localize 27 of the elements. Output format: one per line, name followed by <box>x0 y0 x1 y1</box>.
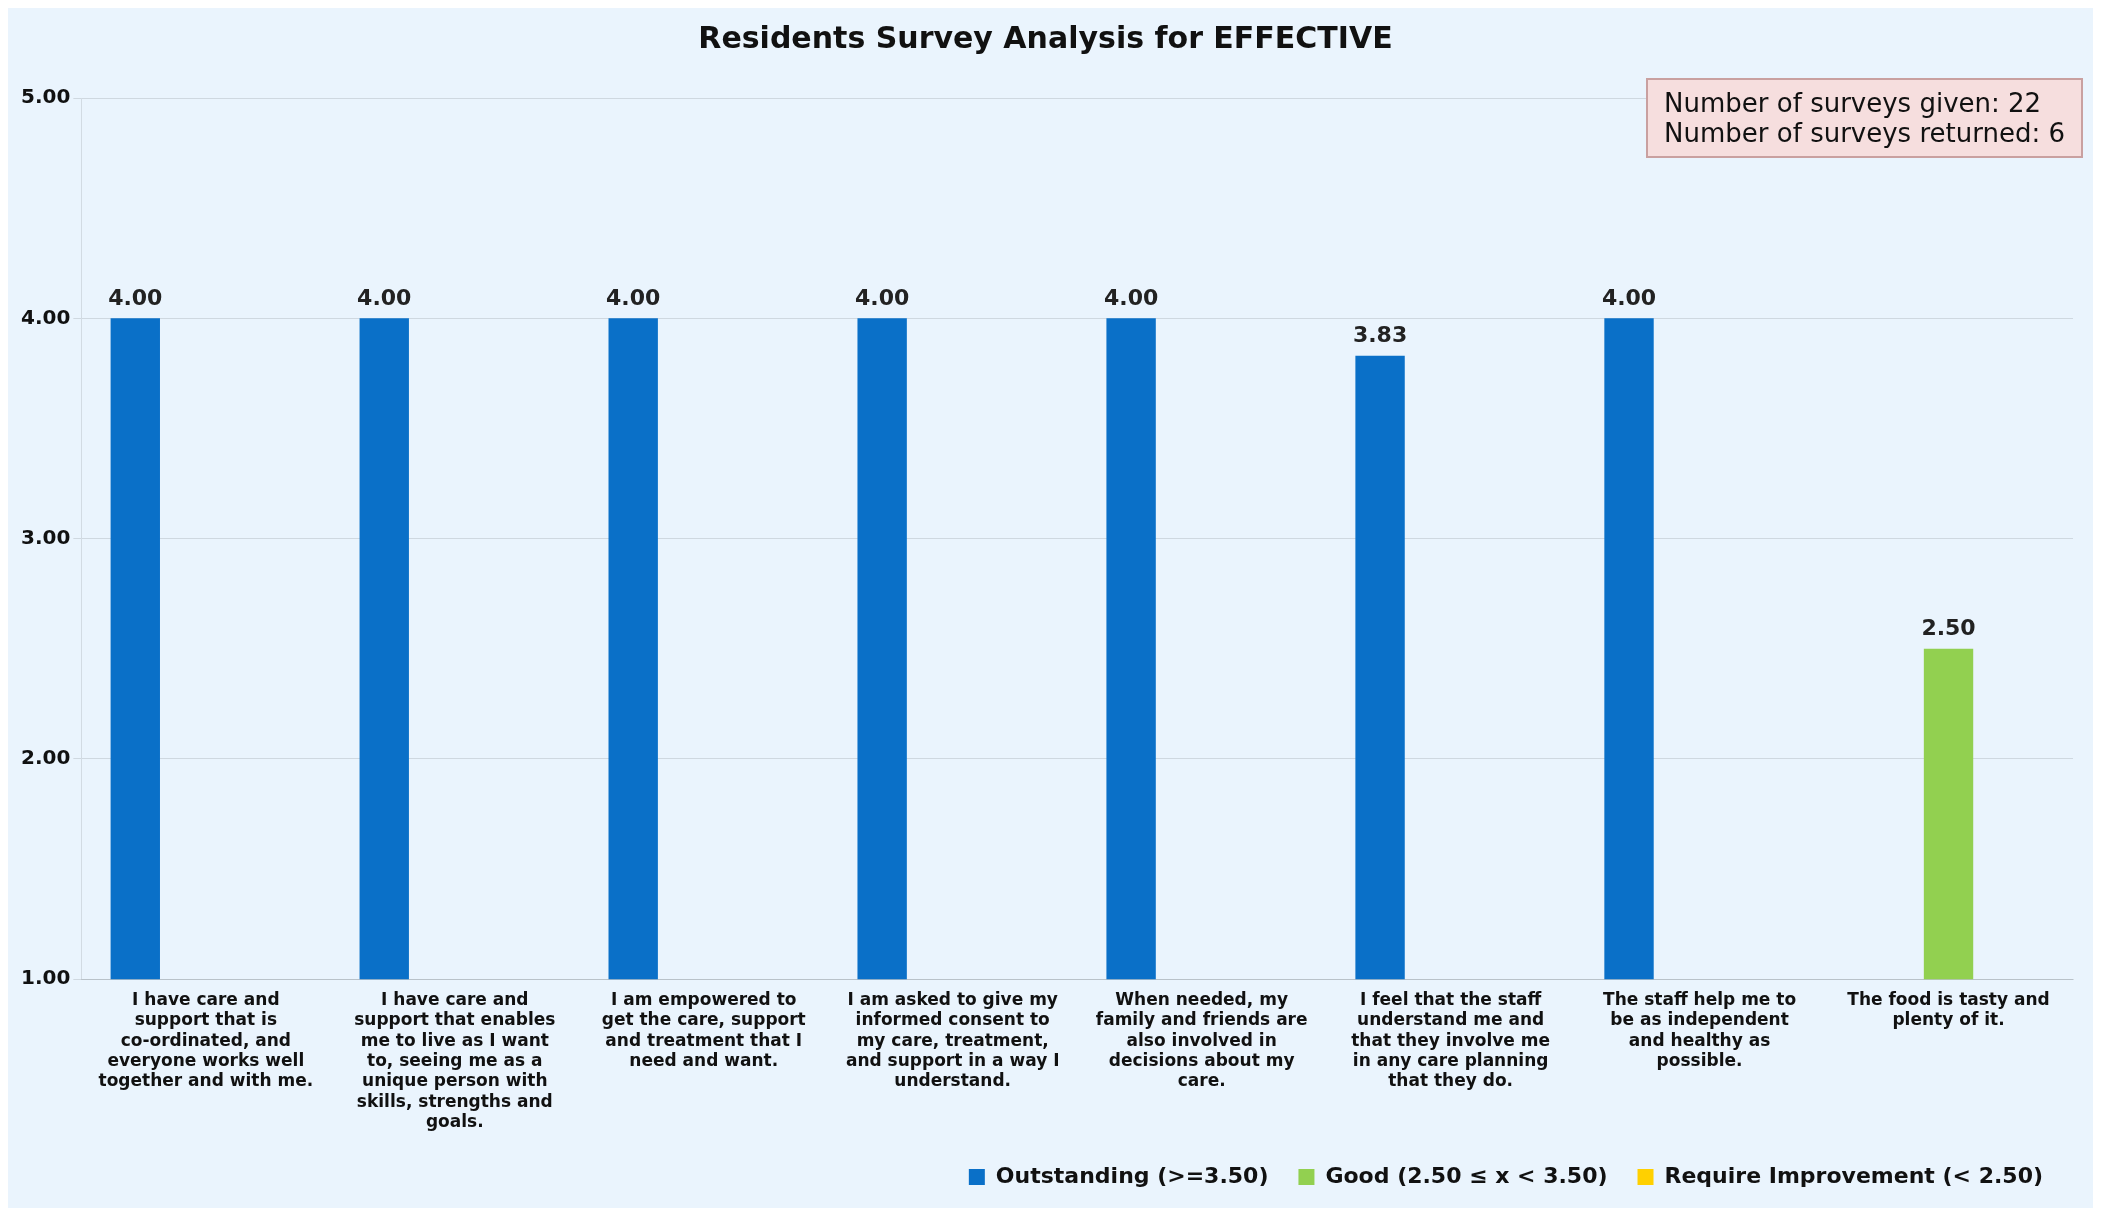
data-label: 4.00 <box>108 285 163 311</box>
x-tick-label: I have care and support that is co-ordinated, and everyone works well together and with me. <box>98 988 314 1091</box>
x-tick-label: I have care and support that enables me to live as I want to, seeing me as a unique person with skills, strengths and goals. <box>354 988 556 1132</box>
x-tick-label: The staff help me to be as independent and healthy as possible. <box>1603 988 1797 1071</box>
y-tick-label: 5.00 <box>20 84 71 109</box>
y-tick-label: 1.00 <box>20 965 71 990</box>
data-label: 2.50 <box>1921 615 1976 641</box>
legend-label: Require Improvement (< 2.50) <box>1664 1162 2044 1188</box>
legend-label: Outstanding (>=3.50) <box>995 1162 1269 1188</box>
x-tick-label: I am asked to give my informed consent to my care, treatment, and support in a way I understand. <box>845 988 1060 1091</box>
x-tick-label: When needed, my family and friends are also involved in decisions about my care. <box>1095 988 1308 1091</box>
data-label: 4.00 <box>1103 285 1159 311</box>
data-label: 4.00 <box>357 285 412 311</box>
legend-label: Good (2.50 ≤ x < 3.50) <box>1325 1162 1608 1188</box>
x-tick-label: I am empowered to get the care, support and treatment that I need and want. <box>601 988 806 1071</box>
data-label: 3.83 <box>1352 322 1408 348</box>
data-label: 4.00 <box>1601 285 1657 311</box>
y-tick-label: 2.00 <box>20 745 71 770</box>
y-tick-label: 4.00 <box>20 304 71 329</box>
annotation: Number of surveys returned: 6 <box>1664 118 2065 148</box>
x-tick-label: The food is tasty and plenty of it. <box>1847 988 2050 1030</box>
chart-title: Residents Survey Analysis for EFFECTIVE <box>698 19 1393 55</box>
data-label: 4.00 <box>606 285 661 311</box>
y-tick-label: 3.00 <box>20 524 71 549</box>
x-tick-label: I feel that the staff understand me and that they involve me in any care planning that they do. <box>1351 988 1551 1091</box>
data-label: 4.00 <box>855 285 910 311</box>
annotation: Number of surveys given: 22 <box>1664 88 2043 118</box>
